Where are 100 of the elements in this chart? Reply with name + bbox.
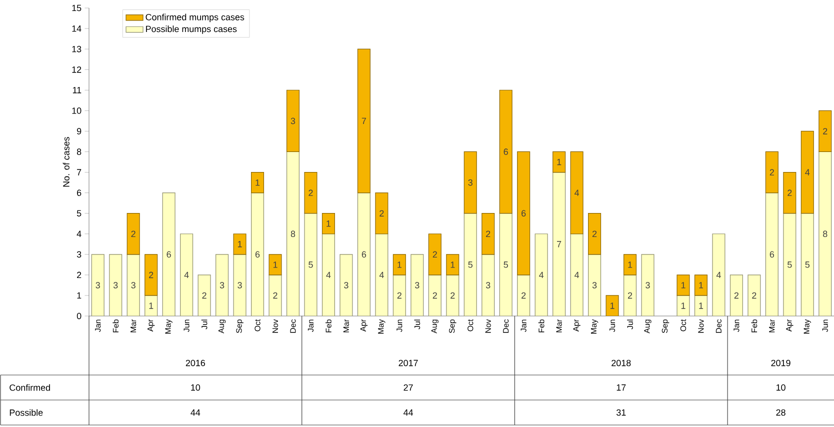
data-label: 1 <box>699 302 704 309</box>
data-label: 2 <box>397 292 402 299</box>
y-tick-label: 7 <box>77 169 82 176</box>
y-tick-label: 12 <box>72 66 82 73</box>
bar <box>624 254 637 276</box>
data-label: 2 <box>752 292 756 299</box>
data-label: 6 <box>504 148 508 155</box>
bar <box>286 90 300 152</box>
data-label: 2 <box>202 292 206 299</box>
bar <box>392 254 406 276</box>
y-tick-label: 5 <box>76 210 82 216</box>
y-tick-label: 13 <box>72 46 82 52</box>
data-label: 2 <box>734 292 738 299</box>
text: 27 <box>404 384 413 391</box>
data-label: 2 <box>432 251 437 258</box>
data-label: 6 <box>166 251 171 258</box>
bar <box>783 172 796 214</box>
data-label: 8 <box>823 230 828 238</box>
y-tick-label: 14 <box>72 25 82 32</box>
bar <box>304 172 318 214</box>
bar <box>694 274 708 296</box>
bar <box>800 130 814 214</box>
data-label: 4 <box>326 272 331 278</box>
text: 2017 <box>398 360 418 366</box>
data-label: 3 <box>290 118 296 124</box>
bar <box>251 172 264 194</box>
data-label: 3 <box>415 282 420 288</box>
data-label: 1 <box>326 220 331 227</box>
data-label: 2 <box>592 230 597 237</box>
data-label: 1 <box>610 302 614 309</box>
data-label: 6 <box>362 251 366 258</box>
data-label: 2 <box>308 190 313 196</box>
text: 28 <box>776 409 786 416</box>
text: 10 <box>191 384 200 391</box>
text: 10 <box>776 384 786 391</box>
data-label: 4 <box>805 169 810 176</box>
data-label: 5 <box>788 262 792 268</box>
data-label: 1 <box>699 282 704 288</box>
data-label: 3 <box>486 282 490 288</box>
data-label: 2 <box>823 128 828 134</box>
bar <box>375 192 388 234</box>
bar <box>268 254 282 276</box>
data-label: 4 <box>379 272 384 278</box>
legend-label: Possible mumps cases <box>146 26 237 34</box>
y-tick-label: 6 <box>77 190 82 196</box>
data-label: 6 <box>770 251 774 258</box>
data-label: 5 <box>468 262 472 268</box>
text: 44 <box>190 409 200 416</box>
text: Possible <box>10 409 43 416</box>
text: 2019 <box>771 360 790 366</box>
bar <box>570 151 584 234</box>
data-label: 1 <box>273 262 278 268</box>
data-label: 2 <box>432 292 437 299</box>
text: 2018 <box>612 360 631 366</box>
y-tick-label: 8 <box>76 148 82 155</box>
y-axis-title: No. of cases <box>62 137 70 187</box>
y-tick-label: 3 <box>76 251 82 258</box>
y-tick-label: 4 <box>76 230 82 237</box>
data-label: 2 <box>770 169 774 176</box>
data-label: 2 <box>522 292 526 299</box>
y-tick-label: 2 <box>77 272 82 278</box>
y-tick-label: 10 <box>72 107 82 114</box>
data-label: 1 <box>681 282 686 288</box>
bar <box>428 234 442 276</box>
bar <box>552 151 566 173</box>
data-label: 2 <box>788 190 792 196</box>
y-tick-label: 15 <box>72 4 82 12</box>
data-label: 4 <box>574 190 580 196</box>
bar <box>357 48 370 194</box>
data-label: 6 <box>255 251 260 258</box>
data-label: 5 <box>805 262 810 268</box>
data-label: 2 <box>450 292 455 299</box>
data-label: 1 <box>557 158 562 166</box>
bar <box>482 213 495 255</box>
bar <box>818 110 832 152</box>
text: 2016 <box>186 360 206 366</box>
data-label: 1 <box>149 302 154 309</box>
data-label: 3 <box>344 282 348 288</box>
data-label: 3 <box>113 282 118 288</box>
bar <box>499 90 512 214</box>
bar <box>322 213 335 234</box>
data-label: 3 <box>96 282 100 288</box>
y-tick-label: 1 <box>77 292 82 299</box>
data-label: 3 <box>646 282 650 288</box>
y-tick-label: 11 <box>72 87 82 94</box>
data-label: 3 <box>131 282 136 288</box>
data-label: 2 <box>486 230 490 237</box>
bar <box>464 151 477 214</box>
text: 31 <box>616 409 626 416</box>
data-label: 4 <box>574 272 580 278</box>
data-label: 3 <box>220 282 224 288</box>
bar <box>446 254 460 276</box>
data-label: 1 <box>238 241 242 248</box>
data-label: 4 <box>539 272 544 278</box>
bar <box>144 254 158 296</box>
data-label: 5 <box>504 262 508 268</box>
data-label: 5 <box>308 262 313 268</box>
data-label: 1 <box>398 262 402 268</box>
data-label: 1 <box>628 262 632 268</box>
data-label: 7 <box>557 241 562 248</box>
